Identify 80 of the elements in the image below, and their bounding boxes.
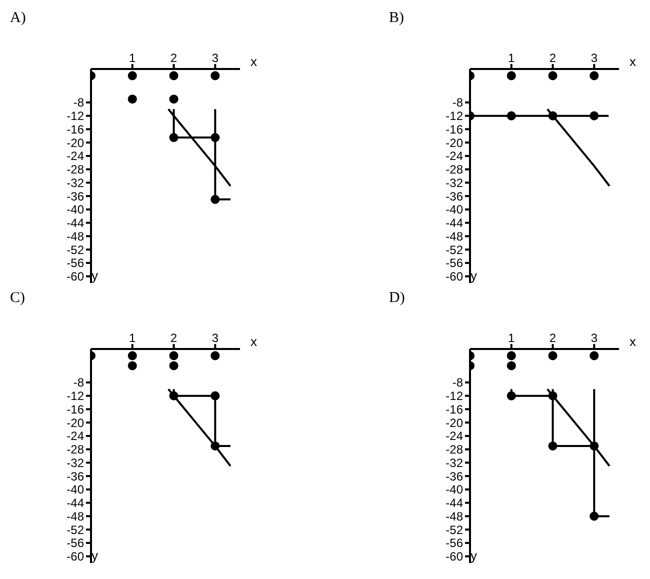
y-tick-label: -56 (66, 536, 84, 550)
y-tick-label: -16 (446, 402, 464, 416)
y-tick-label: -8 (73, 96, 84, 110)
y-tick-label: -36 (66, 469, 84, 484)
x-axis-title: x (630, 54, 636, 69)
y-tick-label: -28 (446, 442, 464, 457)
y-tick-label: -16 (66, 122, 84, 136)
y-tick-label: -12 (66, 109, 84, 124)
y-tick-label: -12 (66, 389, 84, 404)
x-tick-label: 3 (212, 51, 219, 65)
y-tick-label: -16 (446, 122, 464, 136)
y-tick-label: -24 (66, 429, 84, 444)
chart-title: D) (389, 290, 405, 307)
y-tick-label: -36 (446, 469, 464, 484)
chart-title: A) (10, 10, 26, 27)
y-tick-label: -40 (66, 482, 84, 497)
y-tick-label: -20 (66, 136, 84, 150)
y-tick-label: -28 (66, 162, 84, 177)
y-tick-label: -28 (446, 162, 464, 177)
y-axis-title: y (470, 548, 478, 563)
y-tick-label: -28 (66, 442, 84, 457)
y-tick-label: -8 (452, 96, 464, 110)
chart-title: B) (389, 10, 404, 27)
x-tick-label: 2 (170, 51, 178, 65)
y-tick-label: -8 (452, 376, 464, 390)
y-tick-label: -36 (446, 189, 464, 204)
y-tick-label: -44 (66, 496, 84, 510)
y-tick-label: -44 (66, 216, 84, 230)
y-tick-label: -20 (446, 416, 464, 430)
y-tick-label: -56 (446, 256, 464, 270)
y-tick-label: -60 (446, 550, 464, 564)
chart-title: C) (10, 290, 25, 307)
y-tick-label: -40 (446, 482, 464, 497)
x-tick-label: 2 (549, 51, 556, 65)
y-tick-label: -60 (66, 270, 84, 284)
y-tick-label: -32 (66, 176, 84, 190)
x-tick-label: 1 (129, 51, 136, 65)
y-axis-title: y (92, 268, 98, 283)
x-axis-title: x (630, 334, 636, 349)
y-tick-label: -52 (66, 522, 84, 537)
y-tick-label: -44 (446, 496, 464, 510)
y-axis-title: y (92, 548, 98, 563)
y-tick-label: -48 (66, 229, 84, 244)
y-tick-label: -36 (66, 189, 84, 204)
y-tick-label: -40 (66, 202, 84, 217)
y-tick-label: -12 (446, 389, 464, 404)
y-tick-label: -52 (446, 522, 464, 537)
y-tick-label: -48 (446, 229, 464, 244)
y-tick-label: -20 (66, 416, 84, 430)
x-tick-label: 1 (508, 331, 516, 345)
y-tick-label: -32 (446, 176, 464, 190)
y-tick-label: -12 (446, 109, 464, 124)
x-axis-title: x (250, 54, 258, 69)
x-tick-label: 1 (508, 51, 516, 65)
y-tick-label: -60 (66, 550, 84, 564)
y-tick-label: -52 (66, 242, 84, 257)
y-axis-title: y (470, 268, 478, 283)
y-tick-label: -24 (446, 429, 464, 444)
x-axis-title: x (250, 334, 258, 349)
y-tick-label: -32 (446, 456, 464, 470)
y-tick-label: -48 (446, 509, 464, 524)
y-tick-label: -20 (446, 136, 464, 150)
y-tick-label: -16 (66, 402, 84, 416)
x-tick-label: 3 (590, 51, 598, 65)
x-tick-label: 3 (212, 331, 219, 345)
x-tick-label: 2 (170, 331, 178, 345)
y-tick-label: -48 (66, 509, 84, 524)
y-tick-label: -52 (446, 242, 464, 257)
y-tick-label: -24 (66, 149, 84, 164)
y-tick-label: -60 (446, 270, 464, 284)
y-tick-label: -24 (446, 149, 464, 164)
x-tick-label: 2 (549, 331, 556, 345)
y-tick-label: -8 (73, 376, 84, 390)
y-tick-label: -56 (66, 256, 84, 270)
y-tick-label: -40 (446, 202, 464, 217)
y-tick-label: -44 (446, 216, 464, 230)
x-tick-label: 3 (590, 331, 598, 345)
y-tick-label: -32 (66, 456, 84, 470)
x-tick-label: 1 (129, 331, 136, 345)
y-tick-label: -56 (446, 536, 464, 550)
